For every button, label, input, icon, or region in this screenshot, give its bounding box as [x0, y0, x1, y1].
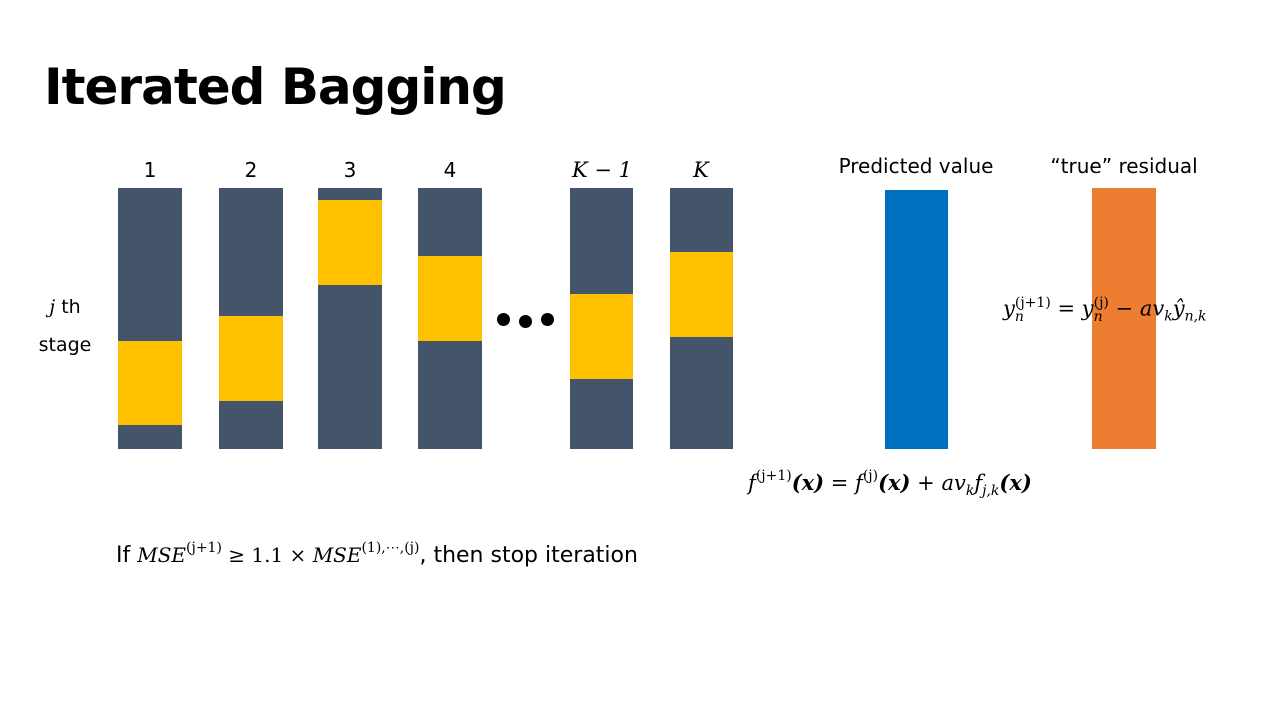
oob-segment	[670, 251, 733, 337]
residual-bar	[1092, 188, 1156, 449]
column-label: 1	[143, 158, 157, 182]
update-formula: f(j+1)(x) = f(j)(x) + avkfj,k(x)	[748, 468, 1032, 499]
ellipsis-dots	[497, 313, 559, 328]
column-label: K − 1	[572, 158, 632, 182]
bootstrap-bar	[570, 188, 633, 449]
residual-formula: y (j+1) n = y (j) n − avkŷn,k	[1003, 295, 1207, 325]
bootstrap-bar	[118, 188, 182, 449]
residual-label: “true” residual	[1050, 154, 1198, 178]
bootstrap-bar	[219, 188, 283, 449]
predicted-value-bar	[885, 190, 948, 449]
predicted-value-label: Predicted value	[838, 154, 994, 178]
column-label: 3	[343, 158, 357, 182]
bootstrap-bar	[318, 188, 382, 449]
bootstrap-bar	[670, 188, 733, 449]
column-label: 2	[244, 158, 258, 182]
bootstrap-bar	[418, 188, 482, 449]
oob-segment	[418, 255, 482, 341]
oob-segment	[118, 340, 182, 426]
stop-rule: If MSE(j+1) ≥ 1.1 × MSE(1),⋯,(j), then s…	[116, 540, 638, 568]
stage-label: j th stage	[38, 296, 92, 356]
column-label: 4	[443, 158, 457, 182]
oob-segment	[219, 315, 283, 401]
slide-title: Iterated Bagging	[44, 58, 507, 116]
oob-segment	[318, 199, 382, 285]
column-label: K	[693, 158, 709, 182]
oob-segment	[570, 293, 633, 379]
